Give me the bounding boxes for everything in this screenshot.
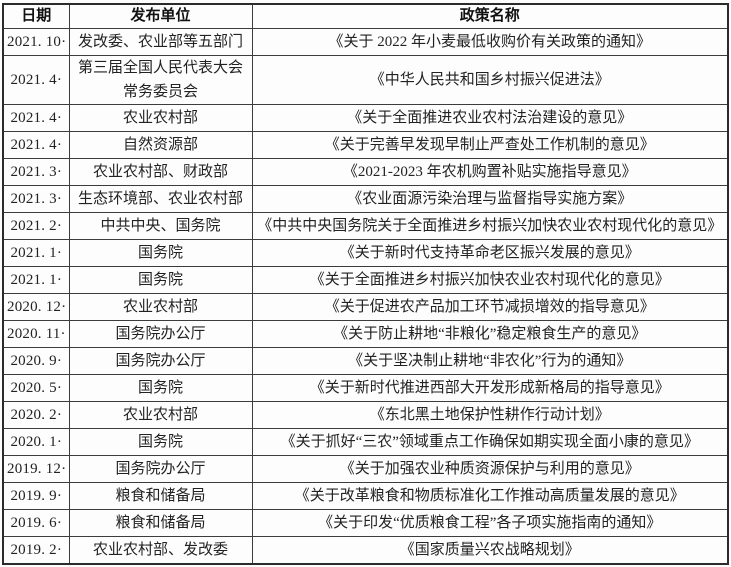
date-cell: 2021. 2·	[2, 212, 70, 240]
policy-cell: 《关于完善早发现早制止严查处工作机制的意见》	[251, 131, 729, 159]
date-cell: 2021. 3·	[2, 185, 70, 213]
unit-cell: 发改委、农业部等五部门	[68, 28, 253, 56]
unit-cell: 国务院	[68, 428, 253, 456]
date-cell: 2019. 12·	[2, 455, 70, 483]
table-row: 2021. 4· 农业农村部 《关于全面推进农业农村法治建设的意见》	[2, 104, 729, 132]
policy-cell: 《关于 2022 年小麦最低收购价有关政策的通知》	[251, 28, 729, 56]
date-cell: 2021. 4·	[2, 131, 70, 159]
date-cell: 2020. 9·	[2, 347, 70, 375]
header-row: 日期 发布单位 政策名称	[2, 3, 729, 29]
unit-cell: 国务院	[68, 374, 253, 402]
unit-cell: 粮食和储备局	[68, 509, 253, 537]
table-row: 2019. 2· 农业农村部、发改委 《国家质量兴农战略规划》	[2, 536, 729, 565]
date-cell: 2020. 2·	[2, 401, 70, 429]
unit-cell: 国务院办公厅	[68, 320, 253, 348]
date-cell: 2019. 2·	[2, 536, 70, 565]
table-row: 2021. 4· 自然资源部 《关于完善早发现早制止严查处工作机制的意见》	[2, 131, 729, 159]
policy-cell: 《2021-2023 年农机购置补贴实施指导意见》	[251, 158, 729, 186]
table-row: 2020. 9· 国务院办公厅 《关于坚决制止耕地“非农化”行为的通知》	[2, 347, 729, 375]
header-date: 日期	[2, 3, 70, 29]
policy-cell: 《关于印发“优质粮食工程”各子项实施指南的通知》	[251, 509, 729, 537]
date-cell: 2021. 4·	[2, 104, 70, 132]
table-row: 2020. 12· 农业农村部 《关于促进农产品加工环节减损增效的指导意见》	[2, 293, 729, 321]
table-row: 2020. 11· 国务院办公厅 《关于防止耕地“非粮化”稳定粮食生产的意见》	[2, 320, 729, 348]
policy-cell: 《中华人民共和国乡村振兴促进法》	[251, 55, 729, 105]
table-row: 2019. 6· 粮食和储备局 《关于印发“优质粮食工程”各子项实施指南的通知》	[2, 509, 729, 537]
unit-cell: 农业农村部、财政部	[68, 158, 253, 186]
date-cell: 2021. 4·	[2, 55, 70, 105]
date-cell: 2020. 11·	[2, 320, 70, 348]
header-unit: 发布单位	[68, 3, 253, 29]
table-row: 2021. 4· 第三届全国人民代表大会常务委员会 《中华人民共和国乡村振兴促进…	[2, 55, 729, 105]
unit-cell: 国务院办公厅	[68, 455, 253, 483]
date-cell: 2019. 9·	[2, 482, 70, 510]
date-cell: 2021. 10·	[2, 28, 70, 56]
table-row: 2020. 2· 农业农村部 《东北黑土地保护性耕作行动计划》	[2, 401, 729, 429]
date-cell: 2020. 1·	[2, 428, 70, 456]
unit-cell: 自然资源部	[68, 131, 253, 159]
policy-table: 日期 发布单位 政策名称 2021. 10· 发改委、农业部等五部门 《关于 2…	[2, 3, 729, 565]
date-cell: 2021. 3·	[2, 158, 70, 186]
table-row: 2019. 12· 国务院办公厅 《关于加强农业种质资源保护与利用的意见》	[2, 455, 729, 483]
table-row: 2019. 9· 粮食和储备局 《关于改革粮食和物质标准化工作推动高质量发展的意…	[2, 482, 729, 510]
date-cell: 2020. 5·	[2, 374, 70, 402]
policy-cell: 《关于新时代推进西部大开发形成新格局的指导意见》	[251, 374, 729, 402]
policy-cell: 《关于全面推进农业农村法治建设的意见》	[251, 104, 729, 132]
policy-cell: 《中共中央国务院关于全面推进乡村振兴加快农业农村现代化的意见》	[251, 212, 729, 240]
header-policy: 政策名称	[251, 3, 729, 29]
policy-cell: 《关于加强农业种质资源保护与利用的意见》	[251, 455, 729, 483]
table-row: 2020. 5· 国务院 《关于新时代推进西部大开发形成新格局的指导意见》	[2, 374, 729, 402]
policy-cell: 《关于促进农产品加工环节减损增效的指导意见》	[251, 293, 729, 321]
unit-cell: 国务院	[68, 239, 253, 267]
unit-cell: 第三届全国人民代表大会常务委员会	[68, 55, 253, 105]
unit-cell: 国务院	[68, 266, 253, 294]
table-row: 2021. 2· 中共中央、国务院 《中共中央国务院关于全面推进乡村振兴加快农业…	[2, 212, 729, 240]
table-row: 2020. 1· 国务院 《关于抓好“三农”领域重点工作确保如期实现全面小康的意…	[2, 428, 729, 456]
policy-cell: 《关于新时代支持革命老区振兴发展的意见》	[251, 239, 729, 267]
policy-cell: 《关于改革粮食和物质标准化工作推动高质量发展的意见》	[251, 482, 729, 510]
unit-cell: 粮食和储备局	[68, 482, 253, 510]
unit-cell: 农业农村部	[68, 401, 253, 429]
unit-cell: 农业农村部、发改委	[68, 536, 253, 565]
table-row: 2021. 10· 发改委、农业部等五部门 《关于 2022 年小麦最低收购价有…	[2, 28, 729, 56]
table-row: 2021. 3· 生态环境部、农业农村部 《农业面源污染治理与监督指导实施方案》	[2, 185, 729, 213]
date-cell: 2021. 1·	[2, 239, 70, 267]
unit-cell: 中共中央、国务院	[68, 212, 253, 240]
date-cell: 2021. 1·	[2, 266, 70, 294]
date-cell: 2019. 6·	[2, 509, 70, 537]
policy-cell: 《农业面源污染治理与监督指导实施方案》	[251, 185, 729, 213]
policy-cell: 《关于坚决制止耕地“非农化”行为的通知》	[251, 347, 729, 375]
policy-cell: 《关于防止耕地“非粮化”稳定粮食生产的意见》	[251, 320, 729, 348]
table-row: 2021. 1· 国务院 《关于全面推进乡村振兴加快农业农村现代化的意见》	[2, 266, 729, 294]
policy-cell: 《关于抓好“三农”领域重点工作确保如期实现全面小康的意见》	[251, 428, 729, 456]
policy-cell: 《关于全面推进乡村振兴加快农业农村现代化的意见》	[251, 266, 729, 294]
table-row: 2021. 3· 农业农村部、财政部 《2021-2023 年农机购置补贴实施指…	[2, 158, 729, 186]
date-cell: 2020. 12·	[2, 293, 70, 321]
unit-cell: 农业农村部	[68, 104, 253, 132]
policy-cell: 《国家质量兴农战略规划》	[251, 536, 729, 565]
table-row: 2021. 1· 国务院 《关于新时代支持革命老区振兴发展的意见》	[2, 239, 729, 267]
policy-cell: 《东北黑土地保护性耕作行动计划》	[251, 401, 729, 429]
table-body: 2021. 10· 发改委、农业部等五部门 《关于 2022 年小麦最低收购价有…	[2, 28, 729, 565]
unit-cell: 农业农村部	[68, 293, 253, 321]
unit-cell: 国务院办公厅	[68, 347, 253, 375]
unit-cell: 生态环境部、农业农村部	[68, 185, 253, 213]
